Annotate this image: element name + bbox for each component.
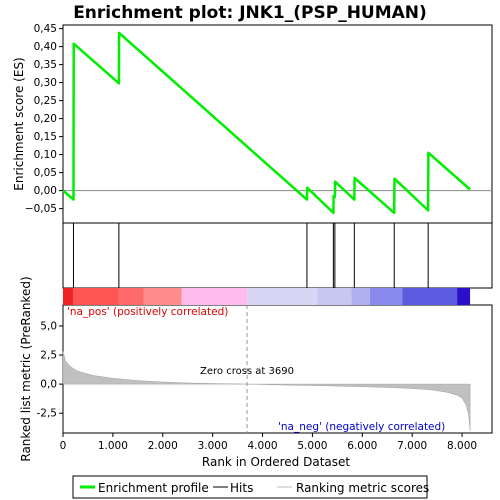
x-tick-label: 4.000	[248, 440, 278, 452]
neg-correlated-label: 'na_neg' (negatively correlated)	[278, 421, 445, 433]
rank-color-segment	[457, 288, 471, 305]
x-tick-label: 0	[60, 440, 67, 452]
pos-correlated-label: 'na_pos' (positively correlated)	[67, 306, 228, 318]
rank-color-segment	[181, 288, 248, 305]
legend-ranking-label: Ranking metric scores	[296, 481, 429, 495]
x-tick-label: 2.000	[148, 440, 178, 452]
rank-color-segment	[63, 288, 73, 305]
legend-hits-label: Hits	[230, 481, 253, 495]
rank-color-segment	[118, 288, 144, 305]
rank-color-segment	[351, 288, 370, 305]
es-y-tick-label: 0,20	[34, 113, 57, 125]
hits-panel	[62, 222, 493, 289]
es-y-tick-label: 0,15	[34, 131, 57, 143]
es-y-tick-label: 0,10	[34, 149, 57, 161]
es-y-tick-label: 0,00	[34, 185, 57, 197]
rank-color-segment	[369, 288, 403, 305]
ranking-y-tick-label: 0,0	[40, 379, 57, 391]
es-y-tick-label: −0,05	[25, 203, 57, 215]
x-tick-label: 8.000	[447, 440, 477, 452]
es-y-tick-label: 0,35	[34, 59, 57, 71]
es-y-tick-label: 0,25	[34, 95, 57, 107]
enrichment-profile-line	[62, 31, 471, 215]
es-panel	[62, 24, 493, 224]
ranking-y-tick-label: 2,5	[40, 350, 57, 362]
rank-color-segment	[143, 288, 182, 305]
x-tick-label: 6.000	[347, 440, 377, 452]
es-axis-label: Enrichment score (ES)	[12, 57, 26, 190]
es-y-tick-label: 0,05	[34, 167, 57, 179]
rank-color-segment	[402, 288, 458, 305]
x-tick-label: 7.000	[397, 440, 427, 452]
legend-box	[72, 475, 428, 499]
legend-profile-label: Enrichment profile	[98, 481, 209, 495]
zero-cross-label: Zero cross at 3690	[200, 366, 294, 377]
x-tick-label: 3.000	[198, 440, 228, 452]
rank-color-segment	[247, 288, 318, 305]
es-y-tick-label: 0,45	[34, 23, 57, 35]
ranking-y-tick-label: 5,0	[40, 320, 57, 332]
ranking-metric-area	[62, 351, 471, 431]
ranking-axis-label: Ranked list metric (PreRanked)	[19, 276, 33, 461]
rank-color-segment	[317, 288, 352, 305]
es-y-tick-label: 0,40	[34, 41, 57, 53]
x-axis-label: Rank in Ordered Dataset	[202, 455, 350, 469]
chart-title: Enrichment plot: JNK1_(PSP_HUMAN)	[73, 3, 427, 23]
ranking-y-tick-label: -2,5	[37, 408, 58, 420]
rank-color-segment	[72, 288, 119, 305]
x-tick-label: 1.000	[98, 440, 128, 452]
x-tick-label: 5.000	[297, 440, 327, 452]
es-y-tick-label: 0,30	[34, 77, 57, 89]
